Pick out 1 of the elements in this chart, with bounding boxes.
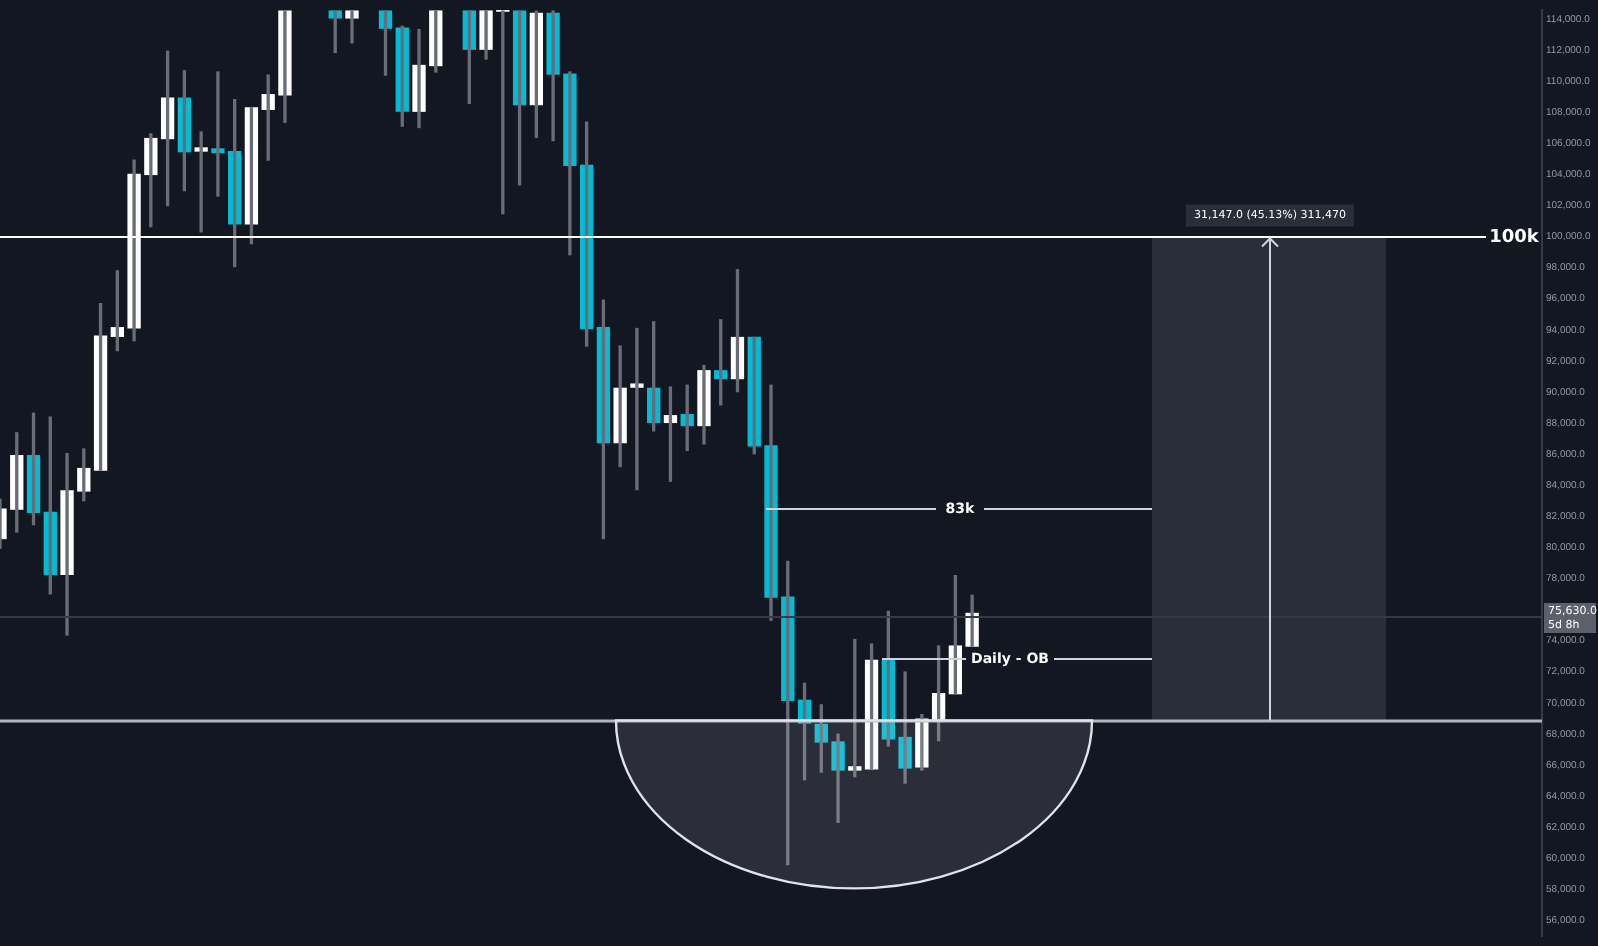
ref-line-label: 100k — [1489, 227, 1541, 248]
